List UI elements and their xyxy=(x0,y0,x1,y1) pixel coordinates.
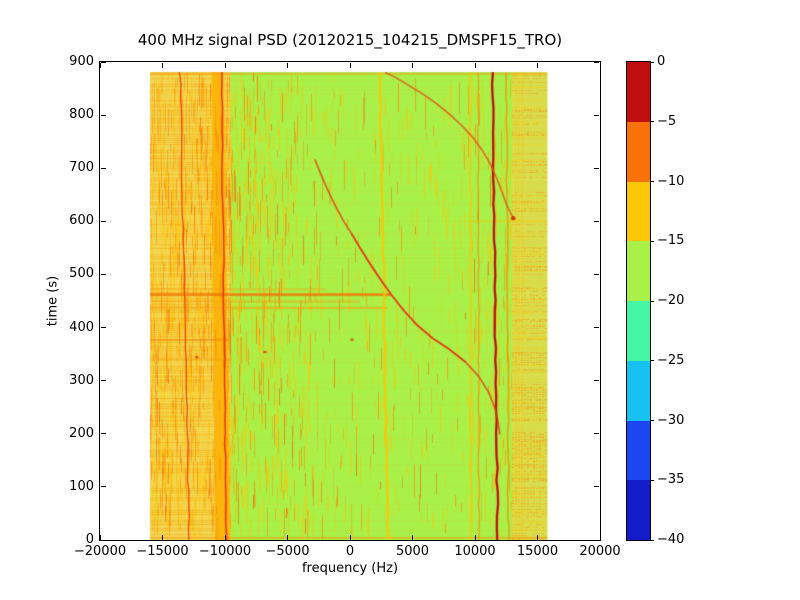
x-tick xyxy=(474,535,476,540)
y-tick xyxy=(101,61,106,63)
x-tick xyxy=(537,63,538,68)
spectrogram-canvas xyxy=(100,62,600,540)
colorbar-tick xyxy=(650,121,654,123)
colorbar-segment xyxy=(627,480,650,540)
colorbar-tick xyxy=(650,61,654,63)
x-tick xyxy=(224,535,226,540)
x-tick-label: 10000 xyxy=(454,544,496,559)
y-tick xyxy=(101,220,106,222)
y-tick xyxy=(594,114,599,116)
x-tick-label: 20000 xyxy=(579,544,621,559)
x-axis-label: frequency (Hz) xyxy=(301,561,399,576)
x-tick-label: −10000 xyxy=(198,544,252,559)
x-tick-label: −5000 xyxy=(265,544,310,559)
y-tick xyxy=(594,220,599,222)
y-tick xyxy=(594,380,599,382)
x-tick xyxy=(287,535,288,540)
y-tick xyxy=(101,327,106,329)
colorbar-segment xyxy=(627,121,650,182)
x-tick xyxy=(349,535,351,540)
y-tick-label: 400 xyxy=(69,319,94,335)
colorbar-tick-label: −15 xyxy=(657,233,685,249)
y-tick-label: 200 xyxy=(69,425,94,441)
x-tick-label: −20000 xyxy=(73,544,127,559)
y-tick xyxy=(594,486,599,488)
colorbar-tick xyxy=(650,360,654,362)
y-tick xyxy=(594,433,599,435)
x-tick xyxy=(599,535,601,540)
x-tick xyxy=(162,63,163,68)
y-tick xyxy=(594,167,599,169)
colorbar-tick-label: 0 xyxy=(657,54,666,69)
colorbar-tick xyxy=(650,240,654,242)
y-tick-label: 800 xyxy=(69,107,94,123)
y-tick xyxy=(101,167,106,169)
x-tick-label: 5000 xyxy=(395,544,430,559)
y-tick xyxy=(594,539,599,541)
colorbar-tick-label: −20 xyxy=(657,293,685,308)
x-tick xyxy=(99,63,101,68)
colorbar-tick-label: −40 xyxy=(657,532,685,547)
x-tick xyxy=(287,63,288,68)
y-tick-label: 700 xyxy=(69,160,94,176)
x-tick xyxy=(599,63,601,68)
chart-title: 400 MHz signal PSD (20120215_104215_DMSP… xyxy=(137,31,563,49)
colorbar-segment xyxy=(627,241,650,301)
y-tick xyxy=(101,486,106,488)
y-tick xyxy=(101,380,106,382)
colorbar-tick xyxy=(650,181,654,182)
colorbar-tick xyxy=(650,300,654,302)
x-tick-label: 0 xyxy=(345,544,355,559)
y-tick xyxy=(101,539,106,541)
colorbar-tick xyxy=(650,539,654,541)
colorbar-tick xyxy=(650,420,654,421)
colorbar-segment xyxy=(627,301,650,361)
colorbar xyxy=(626,61,651,541)
x-tick-label: 15000 xyxy=(516,544,559,559)
y-tick-label: 500 xyxy=(69,266,94,282)
x-tick xyxy=(224,63,226,68)
colorbar-tick-label: −30 xyxy=(657,412,685,428)
y-tick-label: 0 xyxy=(85,532,94,547)
x-tick xyxy=(162,535,163,540)
x-tick-label: −15000 xyxy=(136,544,189,559)
x-tick xyxy=(474,63,476,68)
y-tick-label: 300 xyxy=(69,372,94,388)
y-tick-label: 600 xyxy=(69,213,94,229)
colorbar-tick-label: −10 xyxy=(657,173,685,189)
y-tick xyxy=(594,61,599,63)
colorbar-segment xyxy=(627,62,650,122)
colorbar-tick xyxy=(650,479,654,481)
colorbar-tick-label: −5 xyxy=(657,113,677,129)
y-tick xyxy=(594,327,599,329)
colorbar-tick-label: −35 xyxy=(657,472,685,488)
x-tick xyxy=(412,535,413,540)
y-tick xyxy=(101,433,106,435)
colorbar-segment xyxy=(627,181,650,242)
colorbar-tick-label: −25 xyxy=(657,352,685,368)
y-tick-label: 100 xyxy=(69,478,94,494)
x-tick xyxy=(412,63,413,68)
y-tick xyxy=(101,273,106,275)
x-tick xyxy=(537,535,538,540)
y-tick xyxy=(101,114,106,116)
y-tick xyxy=(594,273,599,275)
colorbar-segment xyxy=(627,420,650,481)
colorbar-segment xyxy=(627,360,650,421)
x-tick xyxy=(99,535,101,540)
y-tick-label: 900 xyxy=(69,54,94,69)
x-tick xyxy=(349,63,351,68)
